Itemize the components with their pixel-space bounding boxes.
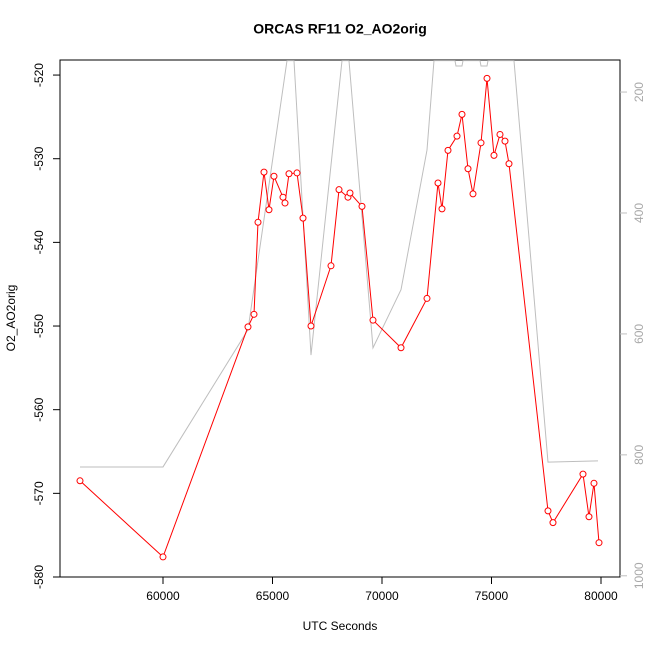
data-point (496, 130, 504, 138)
data-point (270, 172, 278, 180)
data-point (423, 294, 431, 302)
y-tick-label: -540 (32, 230, 46, 254)
data-point (444, 146, 452, 154)
y-tick-label: -520 (32, 63, 46, 87)
data-point (346, 189, 354, 197)
y-tick-label: -550 (32, 314, 46, 338)
data-point (469, 190, 477, 198)
data-point (490, 151, 498, 159)
chart-title: ORCAS RF11 O2_AO2orig (253, 21, 427, 37)
x-tick-label: 60000 (146, 589, 180, 603)
data-point (285, 170, 293, 178)
data-point (549, 519, 557, 527)
x-axis-label: UTC Seconds (303, 619, 378, 633)
data-point (477, 139, 485, 147)
data-point (369, 316, 377, 324)
y2-tick-label: 200 (632, 82, 646, 102)
data-point (299, 214, 307, 222)
data-point (159, 553, 167, 561)
y2-tick-label: 400 (632, 203, 646, 223)
data-point (458, 110, 466, 118)
data-point (244, 323, 252, 331)
data-point (453, 132, 461, 140)
data-point (505, 160, 513, 168)
x-tick-label: 80000 (584, 589, 618, 603)
y-axis-label: O2_AO2orig (4, 285, 18, 352)
data-point (260, 168, 268, 176)
data-point (281, 199, 289, 207)
x-tick-label: 65000 (256, 589, 290, 603)
data-point (279, 193, 287, 201)
data-point (501, 137, 509, 145)
y-tick-label: -580 (32, 565, 46, 589)
data-line (79, 60, 599, 468)
x-tick-label: 75000 (475, 589, 509, 603)
y2-tick-label: 600 (632, 324, 646, 344)
y-tick-label: -570 (32, 481, 46, 505)
data-point (327, 262, 335, 270)
data-point (579, 470, 587, 478)
data-point (307, 322, 315, 330)
data-point (595, 539, 603, 547)
data-point (585, 513, 593, 521)
y-tick-label: -560 (32, 397, 46, 421)
data-point (464, 165, 472, 173)
plot-area (76, 60, 603, 561)
data-point (293, 169, 301, 177)
data-point (434, 179, 442, 187)
data-point (397, 344, 405, 352)
data-point (544, 507, 552, 515)
data-point (590, 479, 598, 487)
data-point (438, 205, 446, 213)
y2-tick-label: 1000 (632, 562, 646, 589)
x-tick-label: 70000 (365, 589, 399, 603)
y-tick-label: -530 (32, 146, 46, 170)
plot-frame (59, 59, 621, 578)
y2-tick-label: 800 (632, 445, 646, 465)
data-point (265, 206, 273, 214)
data-point (483, 74, 491, 82)
data-point (250, 310, 258, 318)
data-point (254, 218, 262, 226)
data-point (335, 186, 343, 194)
data-point (358, 202, 366, 210)
data-point (76, 477, 84, 485)
